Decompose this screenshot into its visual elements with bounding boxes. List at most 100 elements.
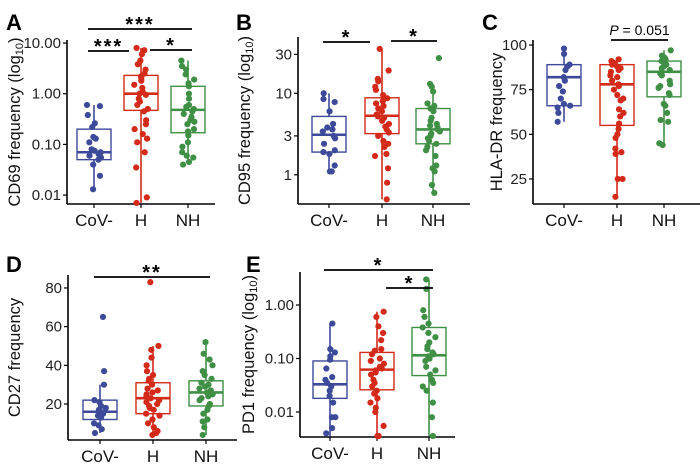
data-point [156, 412, 163, 419]
data-point [155, 342, 162, 350]
box-H [364, 45, 400, 203]
data-point [554, 118, 561, 125]
box-CoV- [312, 320, 348, 437]
y-tick-label: 1.00 [32, 86, 61, 103]
data-point [90, 161, 97, 168]
data-point [428, 414, 436, 421]
data-point [419, 324, 426, 331]
data-point [666, 91, 673, 99]
data-point [185, 132, 192, 139]
box-H [359, 308, 395, 440]
data-point [424, 345, 431, 353]
y-axis-label-main: CD27 frequency [6, 297, 24, 417]
data-point [92, 135, 99, 142]
data-point [432, 367, 439, 374]
data-point [133, 44, 140, 52]
data-point [200, 410, 207, 417]
data-point [566, 102, 574, 109]
data-point [209, 362, 216, 369]
data-point [612, 150, 619, 158]
data-point [134, 139, 141, 146]
p-value-label: P = 0.051 [609, 22, 670, 38]
data-point [191, 118, 198, 125]
data-point [385, 129, 392, 136]
data-point [423, 387, 430, 394]
y-tick-label: 30 [275, 46, 292, 63]
data-point [385, 67, 392, 74]
data-point [428, 83, 435, 90]
data-point [91, 397, 98, 404]
data-point [376, 355, 383, 362]
panel-letter: E [246, 252, 261, 277]
x-tick-label: NH [417, 444, 442, 463]
significance-stars: * [166, 35, 176, 57]
data-point [86, 152, 93, 159]
data-point [615, 106, 623, 113]
data-point [432, 152, 439, 160]
data-point [190, 154, 197, 161]
data-point [150, 406, 157, 413]
data-point [182, 71, 189, 78]
data-point [326, 108, 333, 115]
data-point [618, 149, 625, 156]
y-axis-label-main: HLA-DR frequency [488, 52, 506, 191]
y-axis-label-subscript: 10 [14, 43, 26, 55]
data-point [142, 410, 150, 417]
data-point [560, 100, 567, 108]
box-iqr [76, 128, 112, 161]
data-point [142, 121, 150, 128]
data-point [179, 143, 186, 150]
p-symbol: P [609, 22, 619, 38]
x-tick-label: NH [176, 211, 201, 230]
panel-E: E 0.01 0.10 1.00 PD1 frequency (log10) CoV- H N… [240, 252, 455, 463]
x-tick-label: H [376, 211, 388, 230]
p-value: = 0.051 [619, 22, 670, 38]
data-point [323, 430, 330, 437]
data-point [383, 179, 391, 186]
y-axis-label-subscript: 10 [248, 281, 260, 293]
data-point [610, 86, 618, 93]
data-point [371, 390, 378, 397]
significance-stars: *** [125, 14, 154, 36]
data-point [150, 424, 157, 431]
data-point [89, 123, 96, 131]
data-point [143, 194, 150, 201]
panel-D: D 20 40 60 80 CD27 frequency CoV- H NH ** [6, 252, 237, 466]
data-point [384, 165, 392, 172]
data-point [376, 45, 383, 52]
data-point [183, 152, 190, 159]
y-axis-label: HLA-DR frequency [488, 52, 506, 191]
data-point [615, 56, 622, 63]
data-point [562, 66, 569, 74]
data-point [320, 90, 327, 97]
box-NH [188, 339, 224, 439]
data-point [432, 334, 439, 341]
data-point [619, 175, 626, 183]
x-tick-label: CoV- [311, 444, 349, 463]
data-point [422, 357, 429, 365]
data-point [380, 329, 387, 337]
x-tick-label: H [135, 211, 147, 230]
x-tick-label: CoV- [310, 211, 348, 230]
data-point [427, 117, 434, 124]
y-tick-label: 1.00 [265, 297, 294, 314]
data-point [329, 126, 336, 133]
data-point [328, 168, 335, 175]
data-point [615, 66, 622, 74]
data-point [423, 285, 430, 293]
data-point [199, 418, 206, 425]
data-point [144, 385, 151, 392]
data-point [99, 313, 107, 321]
data-point [663, 109, 671, 116]
data-point [102, 404, 109, 411]
data-point [367, 357, 374, 365]
data-point [375, 432, 382, 440]
y-tick-label: 0.10 [265, 351, 294, 368]
data-point [84, 111, 91, 119]
box-H [599, 56, 635, 200]
data-point [201, 371, 208, 379]
data-point [428, 181, 436, 189]
x-tick-label: H [371, 444, 383, 463]
data-point [98, 426, 105, 433]
